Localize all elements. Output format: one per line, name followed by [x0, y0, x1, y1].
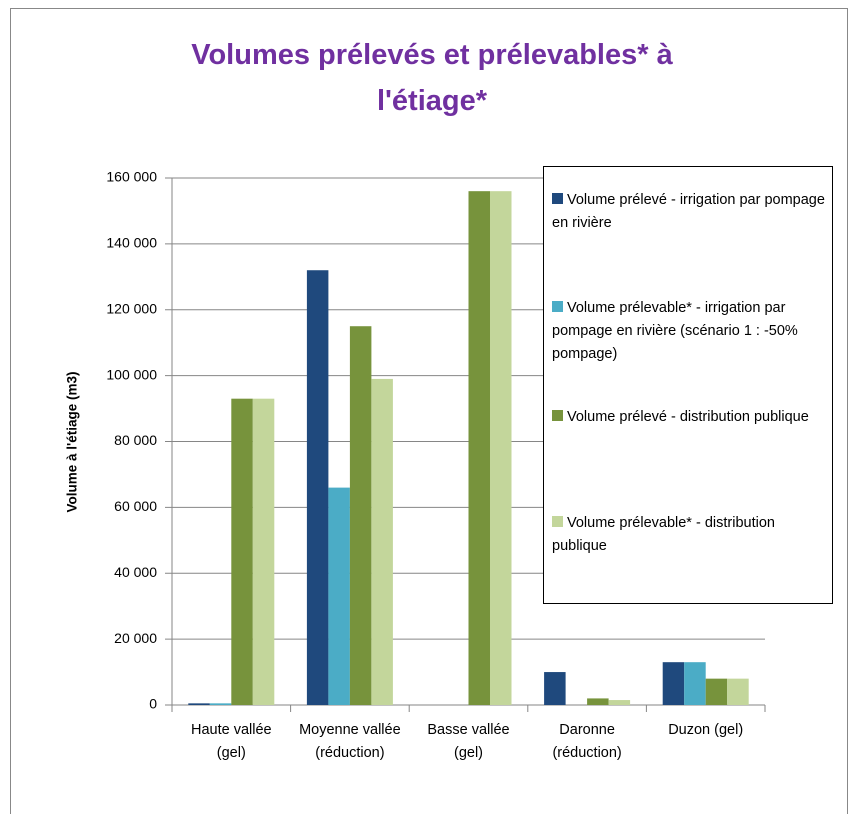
bar — [587, 698, 609, 705]
x-tick-label: Moyenne vallée (réduction) — [299, 722, 401, 761]
legend-swatch — [552, 193, 563, 204]
legend-item: Volume prélevable* - irrigation par pomp… — [552, 297, 830, 366]
bar — [468, 191, 490, 706]
y-tick-label: 60 000 — [114, 498, 157, 514]
legend-swatch — [552, 410, 563, 421]
y-tick-label: 160 000 — [106, 169, 157, 185]
bar — [328, 487, 350, 705]
legend-label: Volume prélevé - irrigation par pompage … — [552, 192, 825, 231]
legend-label: Volume prélevable* - irrigation par pomp… — [552, 300, 798, 362]
chart-frame — [10, 8, 848, 814]
legend-item: Volume prélevé - irrigation par pompage … — [552, 189, 830, 235]
bar — [662, 662, 685, 705]
legend-label: Volume prélevable* - distribution publiq… — [552, 515, 775, 554]
y-tick-label: 120 000 — [106, 300, 157, 316]
bar — [684, 662, 706, 705]
x-tick-label: Daronne (réduction) — [552, 722, 622, 761]
chart-title: Volumes prélevés et prélevables* à l'éti… — [191, 39, 673, 117]
legend-item: Volume prélevable* - distribution publiq… — [552, 512, 830, 558]
bar — [209, 703, 232, 705]
bar — [544, 672, 566, 705]
bar — [349, 326, 372, 705]
y-tick-label: 140 000 — [106, 235, 157, 251]
x-tick-label: Duzon (gel) — [668, 722, 744, 738]
y-tick-label: 100 000 — [106, 366, 157, 382]
y-axis-label: Volume à l'étiage (m3) — [64, 371, 80, 513]
bar — [727, 678, 749, 705]
bar — [705, 678, 728, 705]
legend-item: Volume prélevé - distribution publique — [552, 406, 830, 429]
legend-swatch — [552, 301, 563, 312]
legend-swatch — [552, 516, 563, 527]
bar — [306, 270, 329, 705]
x-tick-label: Basse vallée (gel) — [427, 722, 510, 761]
legend: Volume prélevé - irrigation par pompage … — [543, 166, 833, 604]
bar — [231, 398, 253, 705]
bar — [188, 703, 210, 705]
bar — [608, 700, 631, 705]
y-tick-label: 80 000 — [114, 432, 157, 448]
y-tick-label: 0 — [149, 696, 157, 712]
y-tick-label: 40 000 — [114, 564, 157, 580]
legend-label: Volume prélevé - distribution publique — [567, 409, 809, 425]
bar — [371, 378, 393, 705]
y-tick-label: 20 000 — [114, 630, 157, 646]
bar — [490, 191, 512, 706]
x-tick-label: Haute vallée (gel) — [190, 722, 272, 761]
bar — [252, 398, 275, 705]
